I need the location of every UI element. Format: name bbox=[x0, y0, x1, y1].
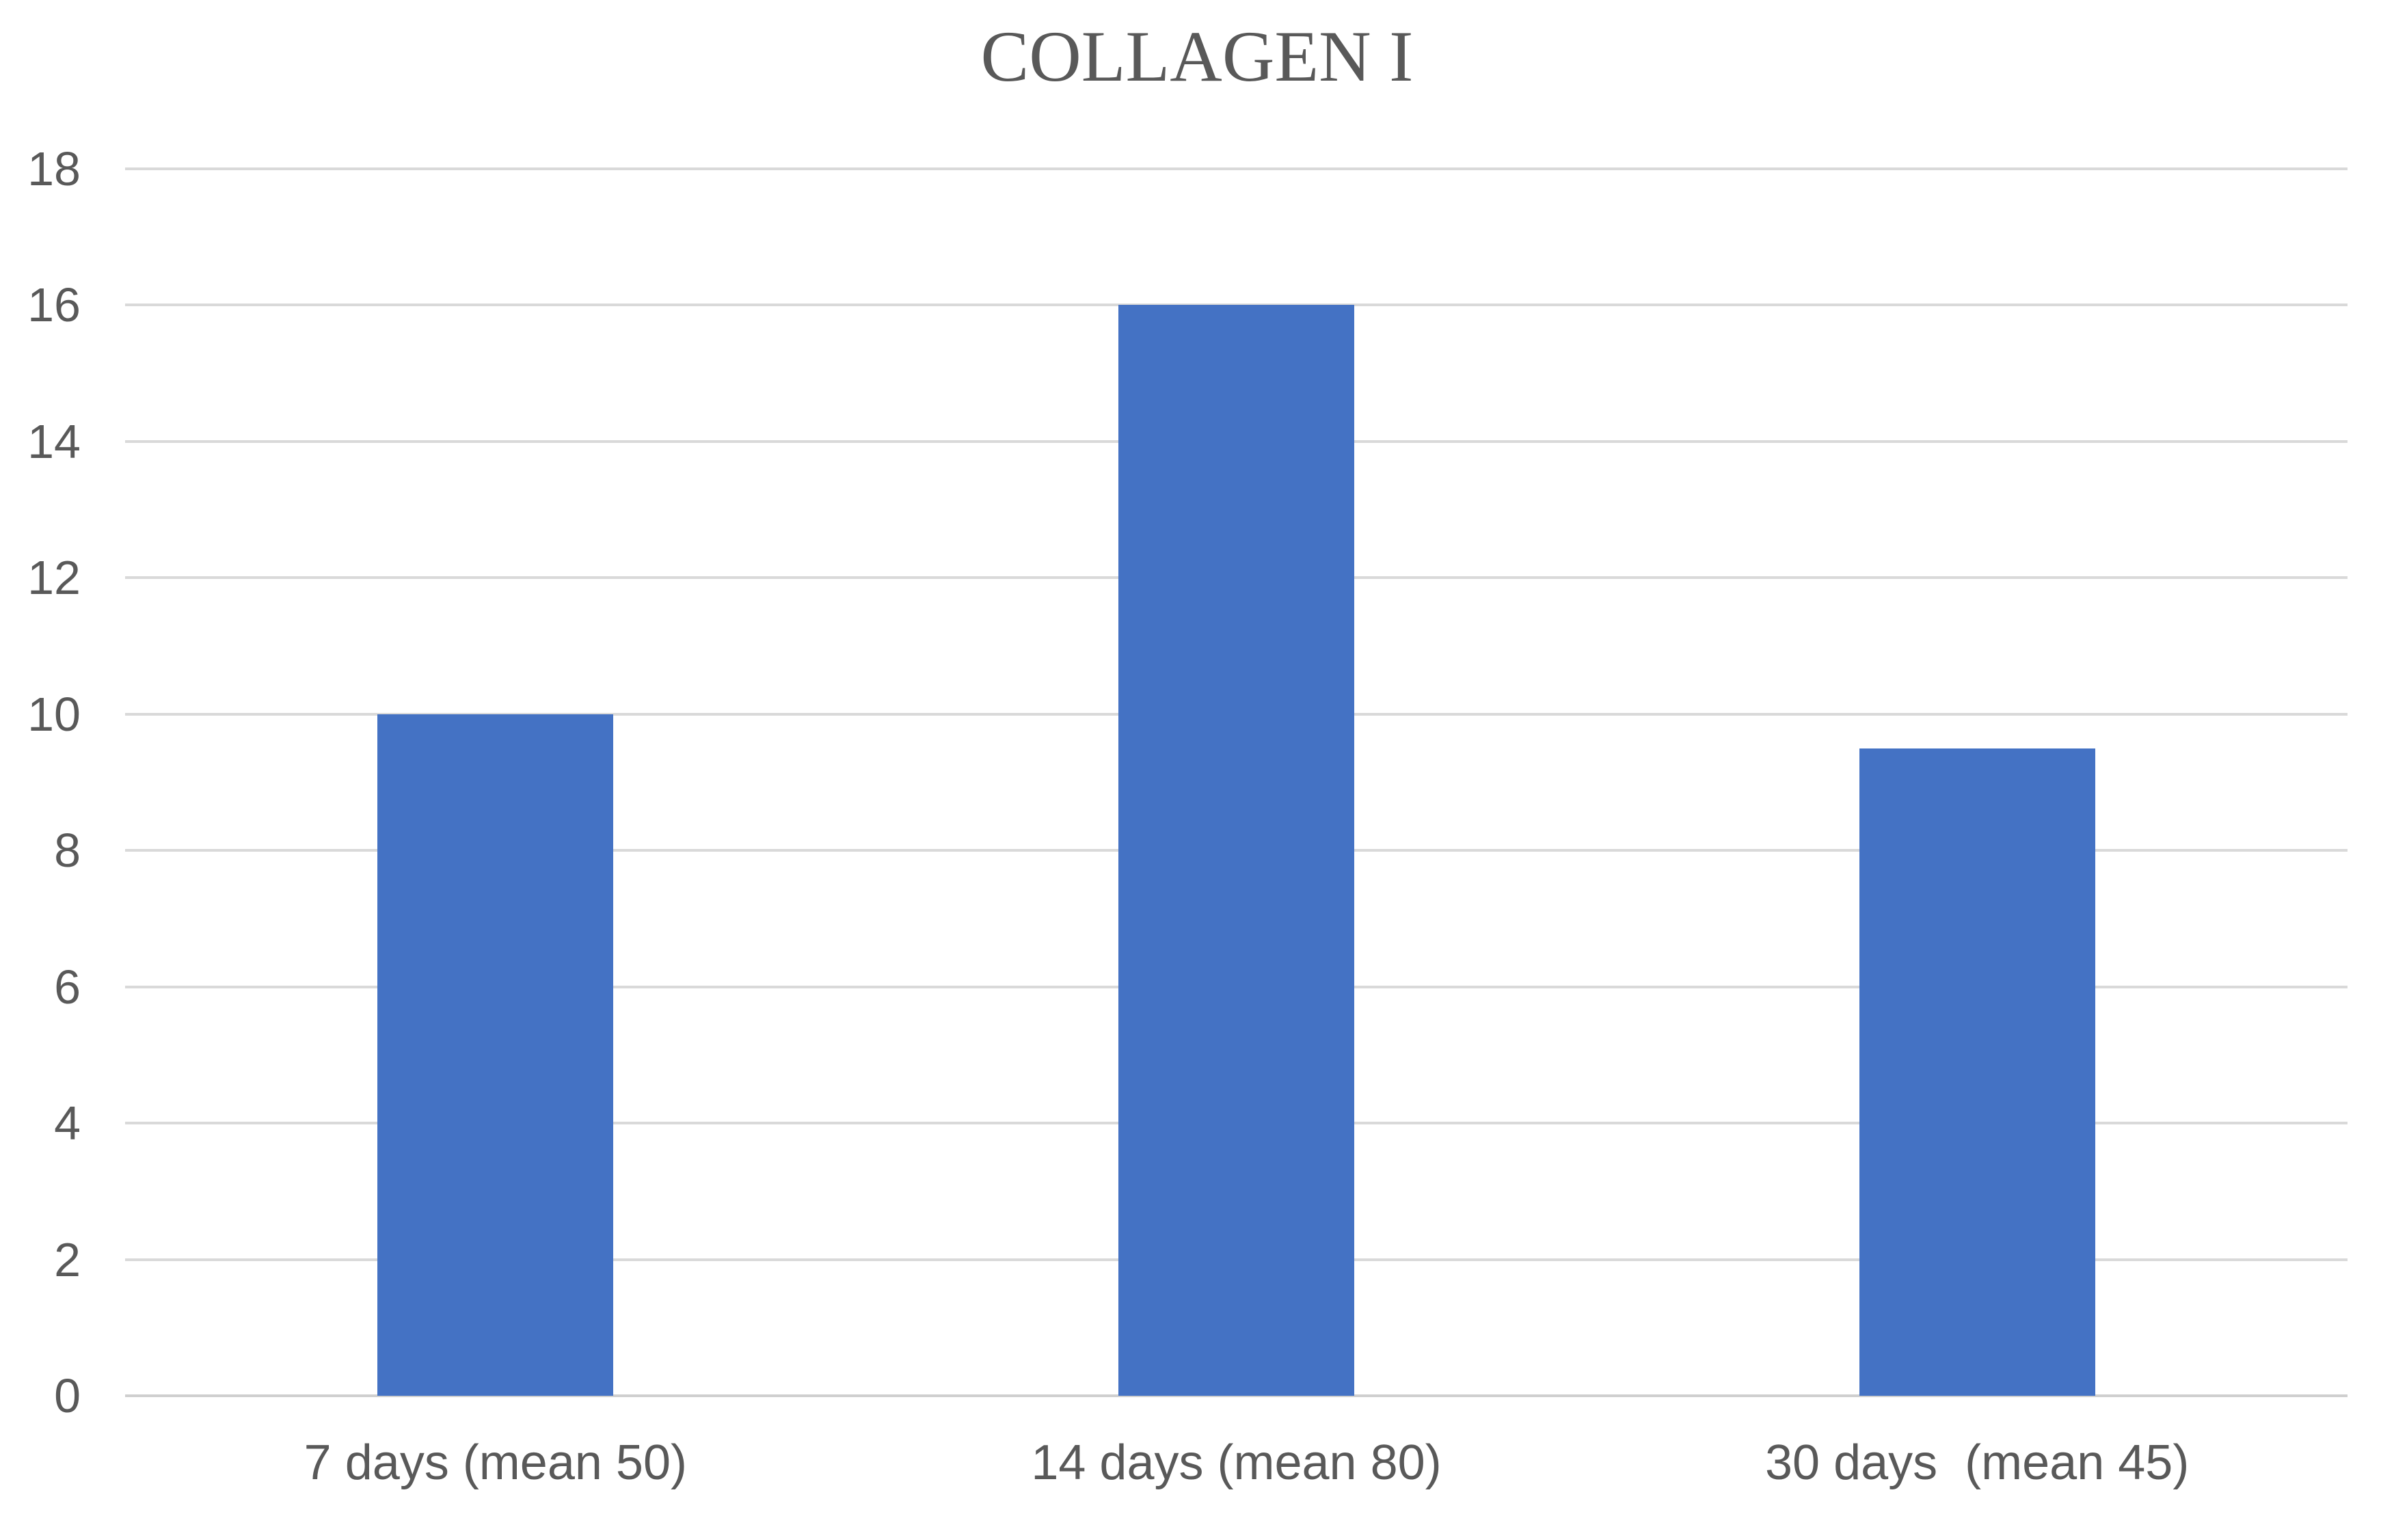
bar bbox=[1859, 748, 2095, 1396]
y-tick-label: 16 bbox=[27, 278, 81, 332]
x-category-label: 14 days (mean 80) bbox=[1031, 1435, 1442, 1490]
y-tick-label: 4 bbox=[54, 1096, 81, 1150]
x-category-label: 7 days (mean 50) bbox=[304, 1435, 687, 1490]
chart-title: COLLAGEN I bbox=[980, 16, 1414, 96]
bar bbox=[1118, 305, 1354, 1396]
y-tick-label: 0 bbox=[54, 1369, 81, 1422]
y-tick-label: 10 bbox=[27, 687, 81, 741]
gridline bbox=[125, 167, 2348, 170]
y-tick-label: 12 bbox=[27, 551, 81, 605]
y-tick-label: 14 bbox=[27, 414, 81, 468]
y-tick-label: 6 bbox=[54, 960, 81, 1014]
x-category-label: 30 days (mean 45) bbox=[1764, 1435, 2190, 1490]
bar bbox=[377, 714, 614, 1396]
y-tick-label: 18 bbox=[27, 142, 81, 195]
y-tick-label: 2 bbox=[54, 1232, 81, 1286]
x-axis-line bbox=[125, 1394, 2348, 1397]
y-tick-label: 8 bbox=[54, 824, 81, 878]
